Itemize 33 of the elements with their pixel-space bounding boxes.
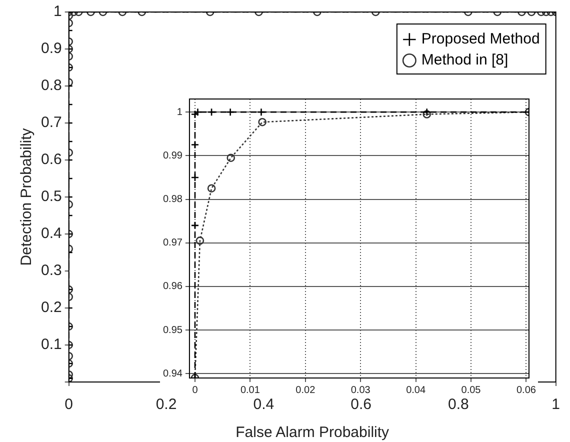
- x-tick-label: 0.4: [253, 396, 274, 414]
- y-tick-label: 0.95: [162, 324, 183, 336]
- y-tick-label: 0.97: [162, 238, 183, 249]
- x-axis-title: False Alarm Probability: [236, 424, 390, 442]
- x-tick-label: 0.6: [350, 396, 372, 414]
- y-tick-label: 0.4: [40, 225, 62, 242]
- x-tick-label: 1: [552, 396, 560, 414]
- y-tick-label: 0.1: [40, 336, 62, 354]
- y-tick-label: 1: [176, 106, 183, 118]
- legend-label: Method in [8]: [421, 52, 508, 69]
- legend-label: Proposed Method: [421, 30, 540, 48]
- y-tick-label: 0.2: [40, 299, 62, 316]
- y-tick-label: 0.99: [162, 150, 183, 162]
- y-tick-label: 0.8: [40, 77, 62, 94]
- y-tick-label: 0.5: [40, 188, 62, 206]
- x-tick-label: 0.04: [406, 384, 426, 396]
- y-tick-label: 0.9: [40, 40, 62, 58]
- x-tick-label: 0.05: [461, 384, 482, 396]
- y-tick-label: 0.94: [162, 368, 183, 380]
- x-tick-label: 0: [64, 396, 74, 414]
- x-tick-label: 0: [192, 384, 198, 396]
- x-tick-label: 0.01: [240, 384, 260, 396]
- y-tick-label: 0.6: [40, 151, 62, 168]
- x-tick-label: 0.02: [296, 384, 316, 396]
- y-tick-label: 0.7: [40, 114, 62, 132]
- y-tick-label: 0.96: [162, 281, 183, 292]
- y-axis-title: Detection Probability: [18, 128, 36, 266]
- x-tick-label: 0.06: [516, 384, 536, 396]
- y-tick-label: 0.3: [40, 262, 62, 280]
- y-tick-label: 0.98: [162, 194, 183, 206]
- x-tick-label: 0.8: [448, 396, 469, 414]
- x-tick-label: 0.03: [350, 384, 371, 396]
- y-tick-label: 1: [54, 3, 62, 20]
